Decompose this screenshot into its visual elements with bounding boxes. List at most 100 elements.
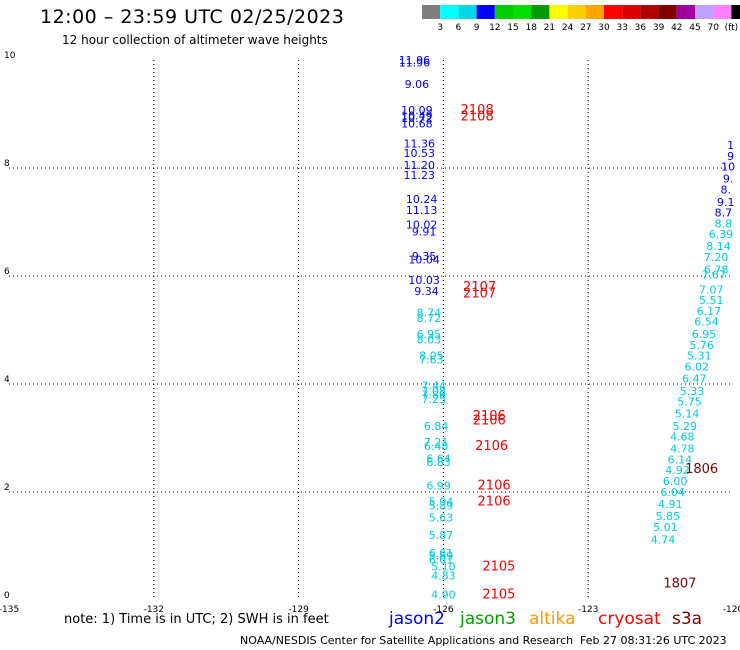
- colorbar-swatch: [422, 5, 441, 19]
- colorbar-label: (ft): [725, 23, 739, 33]
- wave-height-point: 6.02: [685, 361, 710, 374]
- wave-height-point: 4.92: [665, 464, 690, 477]
- colorbar-swatch: [640, 5, 659, 19]
- wave-height-point: 7.86: [421, 389, 446, 402]
- wave-height-point: 10.09: [401, 104, 433, 117]
- wave-height-point: 9.91: [412, 226, 437, 239]
- wave-height-point: 10.04: [408, 254, 440, 267]
- pass-time-label: 2108: [461, 103, 494, 118]
- wave-height-point: 6.95: [692, 328, 717, 341]
- colorbar-swatch: [567, 5, 586, 19]
- pass-time-label: 2106: [478, 478, 511, 493]
- wave-height-point: 6.83: [426, 456, 451, 469]
- wave-height-point: 5.51: [699, 294, 724, 307]
- wave-height-point: 5.33: [680, 385, 705, 398]
- wave-height-point: 5.31: [687, 350, 712, 363]
- wave-height-point: 11.23: [404, 169, 436, 182]
- wave-height-point: 11.96: [399, 54, 431, 67]
- colorbar-swatch: [476, 5, 495, 19]
- y-tick-label: 2: [4, 483, 10, 493]
- wave-height-point: 6.04: [660, 486, 685, 499]
- wave-height-point: 4.68: [670, 431, 695, 444]
- wave-height-point: 10: [721, 161, 735, 174]
- y-tick-label: 0: [4, 591, 10, 601]
- page-subtitle: 12 hour collection of altimeter wave hei…: [62, 33, 328, 47]
- satellite-label-jason3: jason3: [460, 609, 516, 629]
- colorbar-label: 42: [671, 23, 682, 33]
- wave-height-point: 11.13: [406, 204, 438, 217]
- wave-height-point: 5.14: [675, 407, 700, 420]
- wave-height-point: 7.20: [704, 251, 729, 264]
- wave-height-point: 9.34: [414, 285, 439, 298]
- footer-timestamp: Feb 27 08:31:26 UTC 2023: [580, 634, 727, 647]
- wave-height-point: 1: [727, 139, 734, 152]
- colorbar-swatch: [731, 5, 740, 19]
- wave-height-point: 6.54: [694, 316, 719, 329]
- wave-height-point: 7.44: [421, 379, 446, 392]
- pass-time-label: 2106: [473, 409, 506, 424]
- wave-height-point: 9.1: [717, 196, 735, 209]
- y-tick-label: 4: [4, 375, 10, 385]
- wave-height-point: 6.78: [704, 263, 729, 276]
- x-tick-label: -129: [288, 605, 309, 615]
- pass-time-label: 2107: [463, 280, 496, 295]
- wave-height-point: 9.06: [405, 78, 430, 91]
- wave-height-point: 9: [727, 150, 734, 163]
- wave-height-point: 5.94: [429, 496, 454, 509]
- colorbar-swatch: [585, 5, 604, 19]
- colorbar-swatch: [713, 5, 732, 19]
- wave-height-point: 10.02: [406, 218, 438, 231]
- wave-height-point: 5.85: [656, 510, 681, 523]
- wave-height-point: 5.89: [429, 499, 454, 512]
- wave-height-point: 11.96: [399, 56, 431, 69]
- wave-height-point: 8.72: [417, 312, 442, 325]
- wave-height-point: 6.95: [417, 328, 442, 341]
- wave-height-point: 6.17: [697, 305, 722, 318]
- colorbar-label: 70: [707, 23, 719, 33]
- wave-height-point: 4.83: [431, 569, 456, 582]
- x-tick-label: -135: [0, 605, 19, 615]
- x-tick-label: -123: [578, 605, 598, 615]
- footer-credit: NOAA/NESDIS Center for Satellite Applica…: [240, 634, 574, 647]
- wave-height-point: 8.7: [715, 207, 733, 220]
- wave-height-point: 4.78: [670, 443, 695, 456]
- wave-height-point: 11.36: [404, 137, 436, 150]
- wave-height-point: 10.68: [401, 118, 433, 131]
- wave-height-point: 6.84: [424, 420, 449, 433]
- colorbar-label: 12: [489, 23, 500, 33]
- pass-time-label: 2107: [463, 287, 496, 302]
- satellite-label-altika: altika: [529, 609, 576, 629]
- wave-height-point: 5.01: [653, 521, 678, 534]
- wave-height-point: 7.21: [424, 436, 449, 449]
- wave-height-point: 6.14: [668, 453, 693, 466]
- colorbar-label: 9: [474, 23, 480, 33]
- wave-height-point: 6.64: [426, 452, 451, 465]
- pass-time-label: 2105: [482, 559, 515, 574]
- colorbar-label: 33: [616, 23, 627, 33]
- wave-height-point: 8.05: [419, 350, 444, 363]
- wave-height-point: 5.76: [689, 339, 714, 352]
- colorbar-swatch: [494, 5, 513, 19]
- colorbar-swatch: [549, 5, 568, 19]
- colorbar-label: 3: [437, 23, 443, 33]
- wave-height-point: 7.08: [421, 385, 446, 398]
- pass-time-label: 2106: [473, 414, 506, 429]
- wave-height-point: 8.: [721, 183, 732, 196]
- note-text: note: 1) Time is in UTC; 2) SWH is in fe…: [64, 612, 329, 627]
- colorbar-swatch: [676, 5, 695, 19]
- wave-height-point: 6.39: [709, 228, 734, 241]
- satellite-label-cryosat: cryosat: [598, 609, 661, 629]
- wave-height-point: 5.10: [431, 560, 456, 573]
- colorbar-label: 30: [598, 23, 610, 33]
- pass-time-label: 2106: [475, 439, 508, 454]
- wave-height-point: 6.01: [429, 547, 454, 560]
- colorbar-label: 39: [653, 23, 665, 33]
- page-title: 12:00 – 23:59 UTC 02/25/2023: [40, 6, 345, 28]
- x-tick-label: -132: [144, 605, 164, 615]
- wave-height-point: 7.67: [701, 269, 726, 282]
- x-tick-label: -126: [433, 605, 454, 615]
- colorbar-label: 6: [456, 23, 462, 33]
- wave-height-point: 5.89: [429, 550, 454, 563]
- wave-height-point: 4.91: [658, 498, 683, 511]
